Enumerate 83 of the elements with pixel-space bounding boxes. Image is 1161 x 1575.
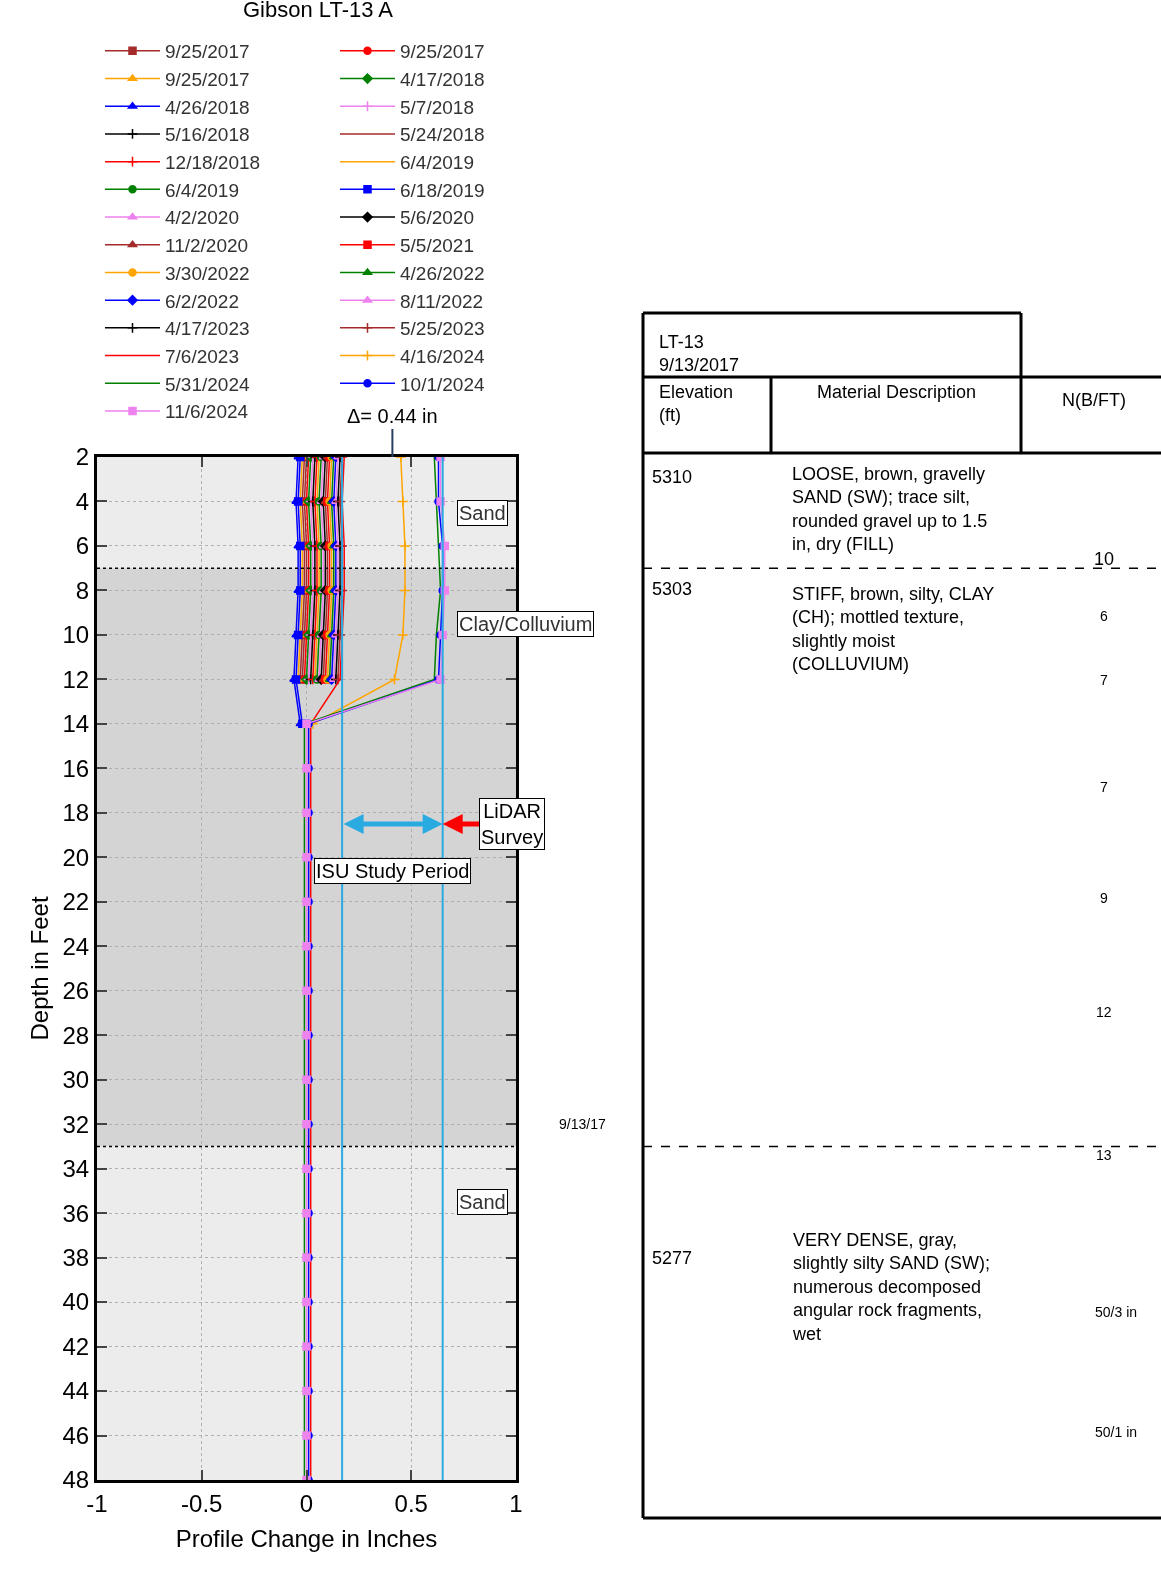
legend-label: 9/25/2017: [165, 68, 250, 90]
y-tick-label: 28: [62, 1021, 90, 1049]
text: 50/1 in: [1095, 1424, 1138, 1440]
band-label: Clay/Colluvium: [459, 613, 593, 635]
y-tick-label: 26: [62, 977, 90, 1005]
text: 5277: [652, 1248, 693, 1268]
y-axis-title: Depth in Feet: [25, 896, 53, 1041]
band-label: Sand: [459, 502, 506, 524]
x-tick-label: 0.5: [394, 1489, 428, 1517]
text: 13: [1096, 1147, 1112, 1163]
y-tick-label: 6: [75, 532, 90, 560]
text: STIFF, brown, silty, CLAY (CH); mottled texture, slightly moist (COLLUVIUM): [792, 584, 995, 675]
band-label: Sand: [459, 1191, 506, 1213]
text: 12: [1096, 1004, 1112, 1020]
x-axis-title: Profile Change in Inches: [175, 1525, 438, 1553]
legend-label: 4/17/2018: [400, 68, 485, 90]
annotation: ISU Study Period: [316, 860, 470, 882]
legend-label: 11/2/2020: [165, 235, 249, 257]
text: LOOSE, brown, gravelly SAND (SW); trace silt, rounded gravel up to 1.5 in, dry (FILL): [792, 464, 988, 555]
legend-label: 5/25/2023: [400, 318, 485, 340]
legend-label: 4/26/2018: [165, 96, 250, 118]
y-tick-label: 30: [62, 1066, 90, 1094]
y-tick-label: 42: [62, 1332, 90, 1360]
legend-label: 6/4/2019: [165, 179, 239, 201]
legend-label: 3/30/2022: [165, 262, 250, 284]
legend-label: 6/2/2022: [165, 290, 239, 312]
y-tick-label: 14: [62, 710, 90, 738]
annotation: Δ= 0.44 in: [347, 405, 438, 427]
legend-label: 5/5/2021: [400, 235, 474, 257]
text: Material Description: [817, 382, 977, 402]
y-tick-label: 36: [62, 1199, 90, 1227]
y-tick-label: 4: [75, 487, 90, 515]
text: 9/13/17: [559, 1116, 606, 1132]
text: 7: [1100, 672, 1108, 688]
legend-label: 4/16/2024: [400, 345, 485, 367]
text: N(B/FT): [1062, 390, 1126, 410]
legend-label: 4/26/2022: [400, 262, 485, 284]
legend-label: 9/25/2017: [400, 41, 485, 63]
text: 9: [1100, 890, 1108, 906]
x-tick-label: -0.5: [181, 1489, 223, 1517]
text: 6: [1100, 608, 1108, 624]
chart-title: Gibson LT-13 A: [242, 0, 394, 23]
text: 50/3 in: [1095, 1304, 1138, 1320]
legend-label: 7/6/2023: [165, 345, 239, 367]
annotation: LiDAR Survey: [481, 800, 544, 848]
y-tick-label: 38: [62, 1244, 90, 1272]
legend-label: 5/24/2018: [400, 124, 485, 146]
y-tick-label: 22: [62, 888, 90, 916]
text: 5310: [652, 467, 693, 487]
text: Elevation (ft): [659, 382, 734, 426]
y-tick-label: 8: [75, 576, 90, 604]
legend-label: 4/2/2020: [165, 207, 239, 229]
legend-label: 11/6/2024: [165, 401, 249, 423]
text: 10: [1094, 549, 1115, 569]
y-tick-label: 16: [62, 754, 90, 782]
legend-label: 5/31/2024: [165, 373, 250, 395]
legend-label: 5/7/2018: [400, 96, 474, 118]
text: LT-13 9/13/2017: [659, 332, 740, 376]
y-tick-label: 44: [62, 1377, 90, 1405]
legend-label: 9/25/2017: [165, 41, 250, 63]
y-tick-label: 24: [62, 932, 90, 960]
y-tick-label: 46: [62, 1421, 90, 1449]
y-tick-label: 12: [62, 665, 90, 693]
y-tick-label: 10: [62, 621, 90, 649]
legend-label: 6/18/2019: [400, 179, 485, 201]
legend-label: 8/11/2022: [400, 290, 484, 312]
legend-label: 6/4/2019: [400, 152, 474, 174]
x-tick-label: 0: [299, 1489, 314, 1517]
y-tick-label: 18: [62, 799, 90, 827]
legend-label: 10/1/2024: [400, 373, 485, 395]
legend-label: 4/17/2023: [165, 318, 250, 340]
text: 5303: [652, 579, 693, 599]
y-tick-label: 40: [62, 1288, 90, 1316]
y-tick-label: 32: [62, 1110, 90, 1138]
y-tick-label: 2: [75, 443, 90, 471]
y-tick-label: 20: [62, 843, 90, 871]
legend-label: 5/6/2020: [400, 207, 474, 229]
text: 7: [1100, 779, 1108, 795]
y-tick-label: 34: [62, 1155, 90, 1183]
legend-label: 12/18/2018: [165, 152, 261, 174]
x-tick-label: 1: [509, 1489, 523, 1517]
text: VERY DENSE, gray, slightly silty SAND (SW); numerous decomposed angular rock fragments, wet: [792, 1230, 991, 1344]
legend-label: 5/16/2018: [165, 124, 250, 146]
